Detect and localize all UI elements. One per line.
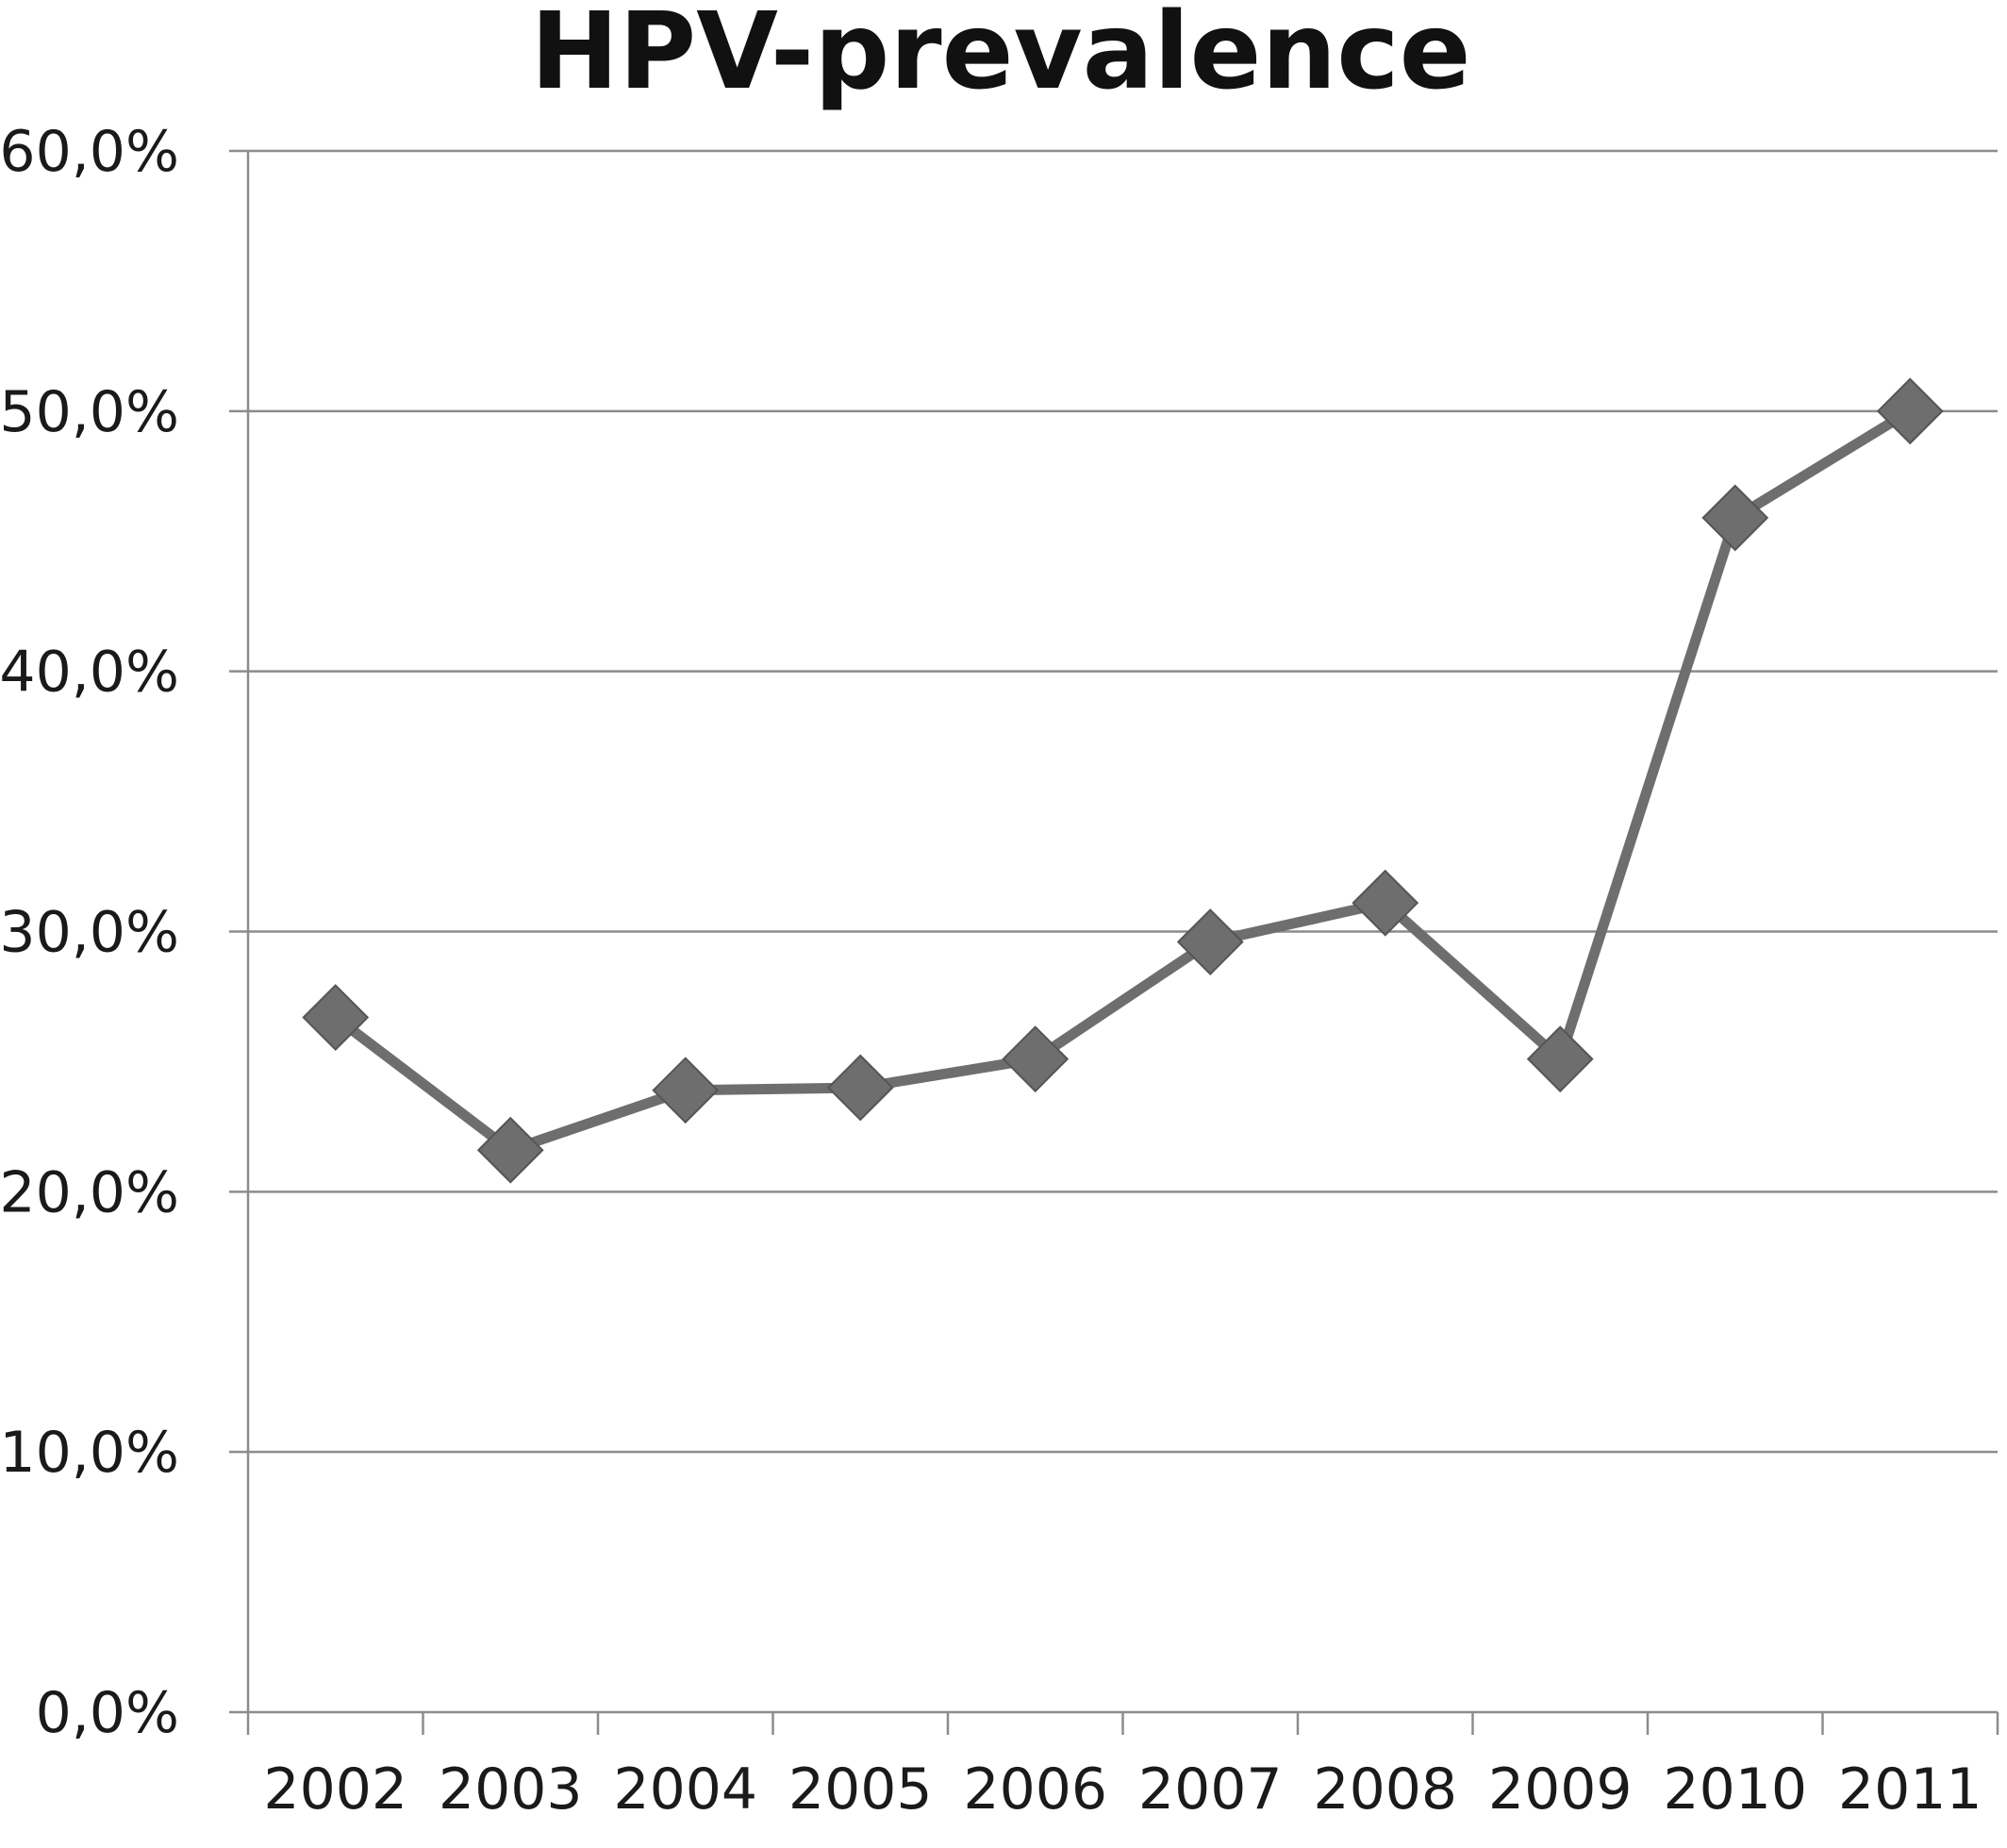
x-tick-label: 2006	[963, 1756, 1107, 1823]
x-tick-label: 2009	[1488, 1756, 1633, 1823]
data-point-marker	[1002, 1025, 1070, 1093]
y-tick-label: 10,0%	[0, 1420, 179, 1486]
data-point-marker	[1876, 377, 1944, 445]
data-point-marker	[1176, 908, 1244, 975]
data-point-marker	[1352, 869, 1419, 937]
x-tick-label: 2002	[263, 1756, 407, 1823]
y-tick-label: 50,0%	[0, 379, 179, 445]
y-tick-label: 40,0%	[0, 640, 179, 706]
data-point-marker	[652, 1057, 720, 1124]
data-point-marker	[826, 1054, 894, 1122]
x-tick-label: 2007	[1138, 1756, 1283, 1823]
data-point-marker	[1701, 484, 1769, 552]
x-tick-label: 2005	[788, 1756, 933, 1823]
series-line	[330, 406, 1916, 1156]
x-tick-label: 2004	[613, 1756, 757, 1823]
data-point-marker	[302, 984, 370, 1051]
y-tick-label: 60,0%	[0, 119, 179, 185]
series	[302, 377, 1944, 1184]
axes	[229, 151, 1999, 1735]
chart-title: HPV-prevalence	[530, 0, 1470, 113]
x-tick-label: 2011	[1838, 1756, 1982, 1823]
data-point-marker	[476, 1116, 544, 1184]
x-tick-label: 2003	[439, 1756, 583, 1823]
gridlines	[229, 149, 1998, 1454]
x-tick-label: 2010	[1663, 1756, 1807, 1823]
y-axis-tick-labels: 0,0% 10,0% 20,0% 30,0% 40,0% 50,0% 60,0%	[0, 119, 179, 1746]
x-axis-tick-labels: 2002 2003 2004 2005 2006 2007 2008 2009 2010 2011	[263, 1756, 1982, 1823]
y-tick-label: 20,0%	[0, 1159, 179, 1225]
y-tick-label: 30,0%	[0, 900, 179, 966]
y-tick-label: 0,0%	[36, 1680, 179, 1746]
x-tick-label: 2008	[1313, 1756, 1457, 1823]
data-point-marker	[1526, 1025, 1594, 1093]
